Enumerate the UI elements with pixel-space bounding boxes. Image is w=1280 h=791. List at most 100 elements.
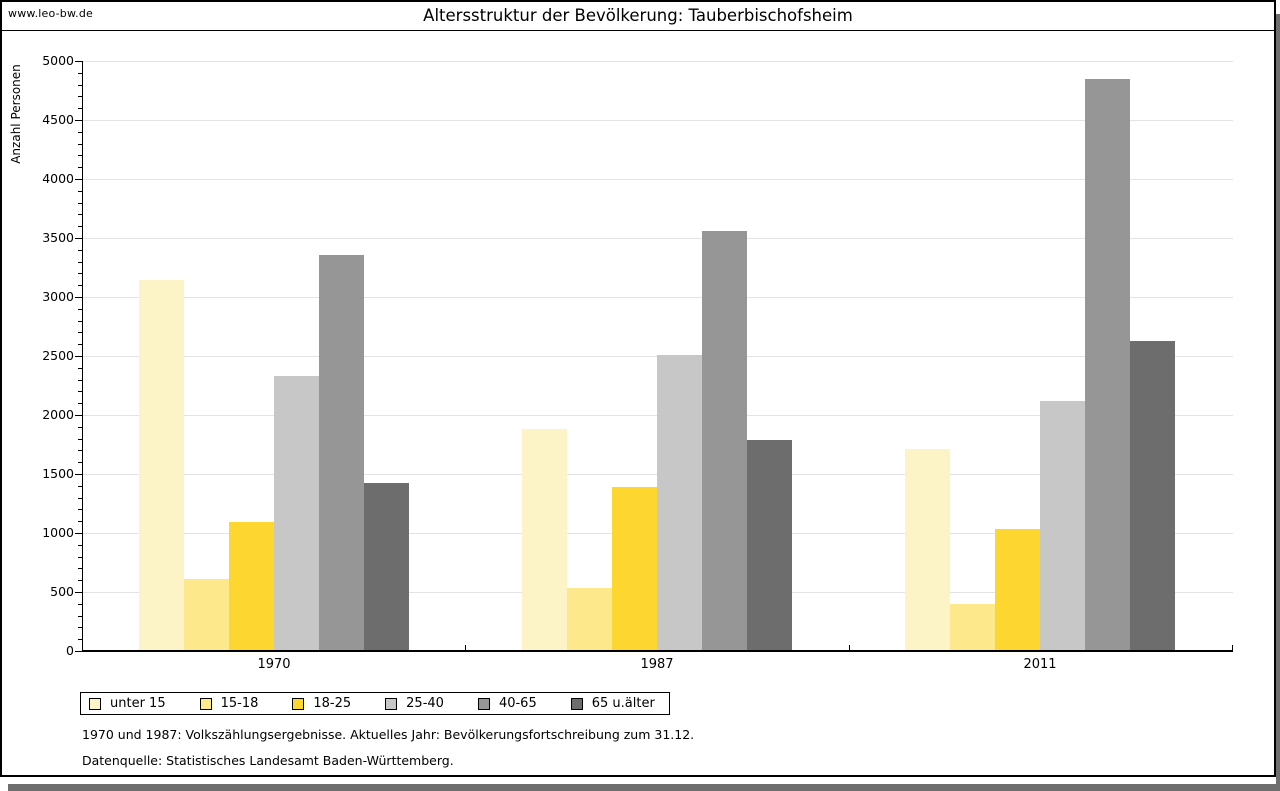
y-axis-tick-label-5000: 5000 [42, 53, 74, 68]
x-axis-tick [1232, 645, 1233, 651]
bar-2011-25-40 [1040, 401, 1085, 651]
y-axis-minor-tick [78, 639, 82, 640]
y-axis-tick-label-4500: 4500 [42, 112, 74, 127]
y-axis-major-tick [75, 61, 82, 62]
y-axis-minor-tick [78, 545, 82, 546]
bar-2011-40-65 [1085, 79, 1130, 651]
y-axis-minor-tick [78, 439, 82, 440]
y-axis-tick-label-4000: 4000 [42, 171, 74, 186]
x-axis-line [82, 650, 1233, 652]
legend-item-40-65: 40-65 [477, 696, 537, 711]
y-axis-tick-label-3000: 3000 [42, 289, 74, 304]
y-axis-major-tick [75, 651, 82, 652]
y-axis-minor-tick [78, 144, 82, 145]
y-axis-minor-tick [78, 368, 82, 369]
y-axis-minor-tick [78, 568, 82, 569]
y-axis-major-tick [75, 592, 82, 593]
y-axis-minor-tick [78, 557, 82, 558]
legend-swatch [385, 697, 398, 710]
bar-1970-unter-15 [139, 280, 184, 651]
y-axis-tick-label-2000: 2000 [42, 407, 74, 422]
bar-1987-25-40 [657, 355, 702, 651]
y-axis-tick-label-0: 0 [66, 643, 74, 658]
y-axis-major-tick [75, 297, 82, 298]
y-axis-minor-tick [78, 321, 82, 322]
x-axis-label-1987: 1987 [640, 657, 674, 672]
legend: unter 15 15-18 18-25 25-40 40-65 65 u.älter [80, 692, 670, 715]
y-axis-minor-tick [78, 627, 82, 628]
y-axis-major-tick [75, 120, 82, 121]
bar-1987-65-u-lter [747, 440, 792, 651]
card-shadow-bottom [8, 784, 1280, 791]
y-axis-minor-tick [78, 167, 82, 168]
y-axis-major-tick [75, 415, 82, 416]
bar-1970-40-65 [319, 255, 364, 651]
y-axis-minor-tick [78, 203, 82, 204]
y-axis-minor-tick [78, 450, 82, 451]
legend-label: 18-25 [313, 696, 352, 711]
bar-1987-unter-15 [522, 429, 567, 651]
gridline-4000 [83, 179, 1233, 180]
bar-2011-unter-15 [905, 449, 950, 651]
legend-swatch [292, 697, 305, 710]
legend-label: 15-18 [220, 696, 259, 711]
chart-card: www.leo-bw.de Altersstruktur der Bevölke… [0, 0, 1276, 777]
bar-1987-18-25 [612, 487, 657, 651]
gridline-5000 [83, 61, 1233, 62]
legend-item-65-u-lter: 65 u.älter [570, 696, 655, 711]
legend-label: unter 15 [110, 696, 166, 711]
y-axis-minor-tick [78, 214, 82, 215]
x-axis-label-1970: 1970 [257, 657, 291, 672]
y-axis-minor-tick [78, 616, 82, 617]
y-axis-major-tick [75, 474, 82, 475]
y-axis-tick-label-500: 500 [50, 584, 74, 599]
legend-label: 25-40 [406, 696, 444, 711]
y-axis-minor-tick [78, 226, 82, 227]
y-axis-minor-tick [78, 604, 82, 605]
legend-label: 65 u.älter [591, 696, 655, 711]
y-axis-minor-tick [78, 486, 82, 487]
y-axis-minor-tick [78, 403, 82, 404]
gridline-3500 [83, 238, 1233, 239]
chart-card-inner: www.leo-bw.de Altersstruktur der Bevölke… [2, 2, 1274, 775]
y-axis-major-tick [75, 533, 82, 534]
header-divider [2, 30, 1274, 31]
bar-2011-15-18 [950, 604, 995, 651]
bar-2011-65-u-lter [1130, 341, 1175, 651]
bar-1970-15-18 [184, 579, 229, 651]
chart-title: Altersstruktur der Bevölkerung: Tauberbi… [423, 6, 853, 25]
gridline-4500 [83, 120, 1233, 121]
watermark: www.leo-bw.de [8, 7, 94, 20]
x-axis-tick [849, 645, 850, 651]
y-axis-tick-label-2500: 2500 [42, 348, 74, 363]
y-axis-minor-tick [78, 309, 82, 310]
y-axis-minor-tick [78, 108, 82, 109]
y-axis-line [82, 61, 83, 652]
y-axis-title: Anzahl Personen [9, 64, 23, 164]
legend-swatch [199, 697, 212, 710]
y-axis-major-tick [75, 238, 82, 239]
bar-1987-15-18 [567, 588, 612, 651]
legend-swatch [570, 697, 583, 710]
y-axis-minor-tick [78, 509, 82, 510]
y-axis-minor-tick [78, 462, 82, 463]
footnote-data-source: Datenquelle: Statistisches Landesamt Bad… [82, 753, 454, 768]
y-axis-minor-tick [78, 521, 82, 522]
bar-2011-18-25 [995, 529, 1040, 651]
y-axis-minor-tick [78, 344, 82, 345]
y-axis-major-tick [75, 356, 82, 357]
legend-item-25-40: 25-40 [385, 696, 444, 711]
y-axis-minor-tick [78, 96, 82, 97]
card-shadow-right [1276, 14, 1280, 791]
legend-swatch [89, 697, 101, 710]
y-axis-minor-tick [78, 191, 82, 192]
y-axis-minor-tick [78, 73, 82, 74]
y-axis-minor-tick [78, 380, 82, 381]
bar-1970-25-40 [274, 376, 319, 651]
y-axis-major-tick [75, 179, 82, 180]
y-axis-minor-tick [78, 262, 82, 263]
footnote-source-note: 1970 und 1987: Volkszählungsergebnisse. … [82, 727, 695, 742]
y-axis-tick-label-3500: 3500 [42, 230, 74, 245]
y-axis-minor-tick [78, 132, 82, 133]
